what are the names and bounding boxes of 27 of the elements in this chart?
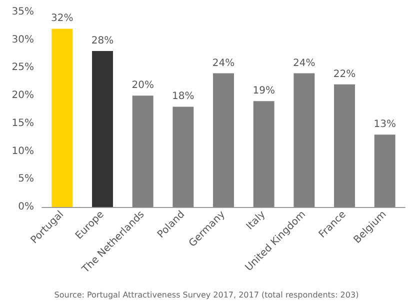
- data-label: 32%: [51, 13, 74, 24]
- data-label: 20%: [132, 80, 154, 92]
- data-label: 28%: [91, 36, 114, 46]
- y-tick-label: 25%: [12, 62, 34, 74]
- bar: [374, 134, 396, 207]
- y-tick-label: 20%: [12, 90, 34, 102]
- bar: [294, 73, 315, 207]
- bar: [253, 101, 274, 207]
- data-label: 24%: [212, 58, 235, 69]
- y-tick-label: 30%: [12, 34, 34, 46]
- data-label: 24%: [293, 58, 316, 69]
- data-label: 19%: [252, 86, 275, 97]
- bar: [52, 28, 73, 207]
- bar: [334, 84, 355, 207]
- y-tick-label: 5%: [18, 174, 34, 185]
- y-tick-label: 15%: [12, 118, 34, 129]
- data-label: 18%: [172, 91, 194, 102]
- y-tick-label: 10%: [12, 146, 34, 157]
- data-label: 22%: [333, 68, 356, 80]
- y-tick-label: 0%: [18, 202, 34, 212]
- y-tick-label: 35%: [12, 6, 34, 18]
- bar: [213, 73, 234, 207]
- data-label: 13%: [374, 119, 396, 130]
- bar: [172, 106, 194, 207]
- source-note: Source: Portugal Attractiveness Survey 2017, 2017 (total respondents: 203): [54, 290, 359, 300]
- bar: [92, 51, 113, 207]
- bar: [132, 96, 154, 207]
